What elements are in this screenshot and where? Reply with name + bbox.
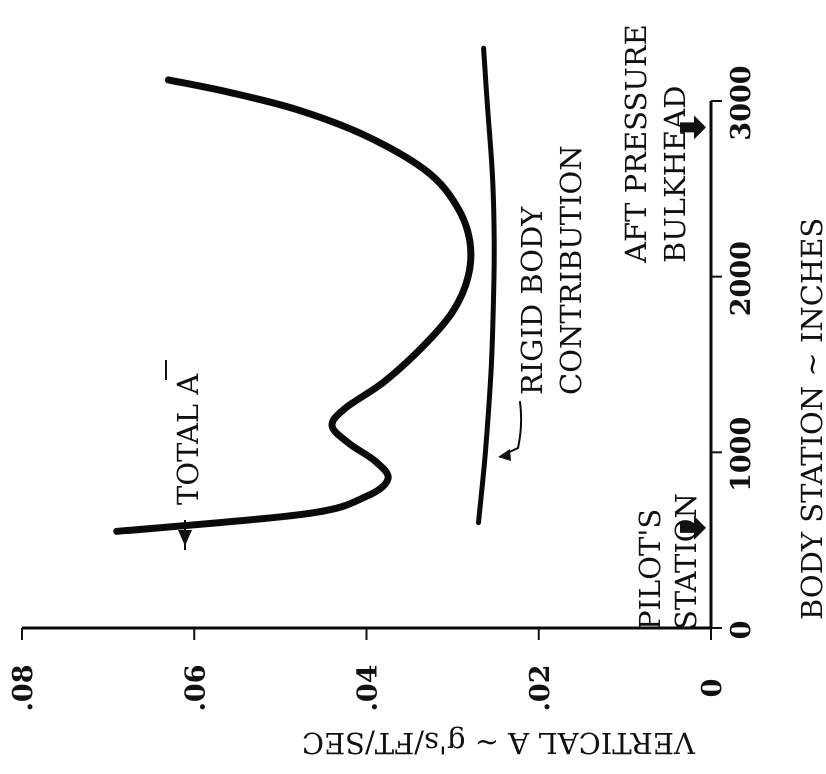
plot-area: 0 1000 2000 3000 0 .02 .04 .06 .08 bbox=[8, 45, 757, 711]
ticks: 0 1000 2000 3000 0 .02 .04 .06 .08 bbox=[8, 65, 757, 711]
rigid-body-leader-arrow bbox=[498, 449, 511, 461]
y-tick-label-1: .02 bbox=[525, 665, 556, 712]
y-axis-title: VERTICAL A ~ g's/FT/SEC bbox=[302, 726, 696, 760]
series-label-total-a: TOTAL A bbox=[171, 373, 205, 505]
annotation-pilots-line1: PILOT'S bbox=[633, 509, 667, 630]
annotation-pilots-line2: STATION bbox=[669, 493, 703, 630]
x-tick-label-1: 1000 bbox=[726, 417, 757, 492]
series-label-rigid-body-1: RIGID BODY bbox=[515, 206, 549, 395]
series-label-rigid-body-2: CONTRIBUTION bbox=[554, 145, 588, 395]
total-a-leader-arrow bbox=[178, 530, 192, 546]
station-markers bbox=[680, 115, 706, 540]
y-tick-label-4: .08 bbox=[8, 665, 39, 712]
station-arrow-1 bbox=[680, 115, 706, 140]
rigid-body-leader-line bbox=[502, 401, 523, 456]
x-tick-label-0: 0 bbox=[726, 621, 757, 640]
y-tick-label-3: .06 bbox=[180, 665, 211, 712]
x-tick-label-3: 3000 bbox=[726, 65, 757, 140]
series-curves bbox=[113, 45, 497, 535]
station-arrow-0 bbox=[680, 515, 706, 540]
x-axis-title: BODY STATION ~ INCHES bbox=[795, 218, 826, 620]
y-tick-label-0: 0 bbox=[697, 679, 728, 698]
x-tick-label-2: 2000 bbox=[726, 241, 757, 316]
series-line-rigid-body bbox=[476, 45, 497, 526]
annotation-aft-line1: AFT PRESSURE bbox=[619, 24, 653, 264]
y-tick-label-2: .04 bbox=[353, 665, 384, 712]
annotation-aft-line2: BULKHEAD bbox=[658, 86, 692, 263]
series-line-total-a bbox=[113, 76, 475, 535]
